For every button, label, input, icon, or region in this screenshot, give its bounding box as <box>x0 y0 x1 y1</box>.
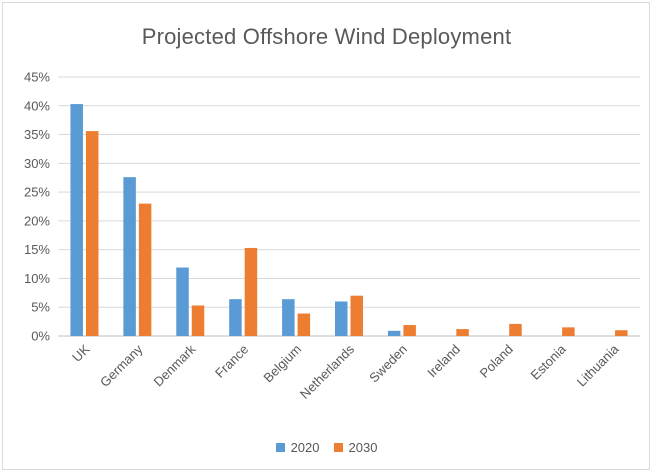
bar-2020-uk <box>70 104 83 336</box>
legend-item-2020: 2020 <box>275 440 320 455</box>
bar-2020-belgium <box>282 299 295 336</box>
legend-swatch-2020 <box>275 443 285 452</box>
y-tick-label: 15% <box>24 242 50 257</box>
x-tick-label: Netherlands <box>297 341 358 402</box>
bar-2030-lithuania <box>615 330 628 336</box>
x-tick-label: Estonia <box>527 341 569 383</box>
x-tick-label: Lithuania <box>574 341 622 389</box>
x-tick-label: UK <box>69 341 93 365</box>
bar-2030-netherlands <box>350 295 363 336</box>
y-tick-label: 20% <box>24 213 50 228</box>
y-tick-label: 10% <box>24 271 50 286</box>
legend-item-2030: 2030 <box>333 440 378 455</box>
y-tick-label: 0% <box>31 329 50 344</box>
bar-2030-estonia <box>562 327 575 336</box>
y-tick-label: 5% <box>31 300 50 315</box>
legend-label-2020: 2020 <box>290 440 320 455</box>
bar-2020-denmark <box>176 267 189 336</box>
y-tick-label: 35% <box>24 127 50 142</box>
bar-2030-germany <box>138 203 152 336</box>
bar-2030-sweden <box>403 325 416 336</box>
y-tick-label: 25% <box>24 185 50 200</box>
y-tick-label: 45% <box>24 70 50 85</box>
x-tick-label: Belgium <box>260 342 304 386</box>
bar-2020-france <box>229 299 242 336</box>
y-tick-label: 40% <box>24 98 50 113</box>
bar-2030-belgium <box>297 313 311 336</box>
bar-2020-netherlands <box>335 301 348 336</box>
bar-2030-poland <box>509 323 522 336</box>
legend-label-2030: 2030 <box>348 440 378 455</box>
x-tick-label: Poland <box>477 342 516 381</box>
bar-2020-sweden <box>387 330 401 336</box>
bar-2030-denmark <box>191 305 205 336</box>
chart-title: Projected Offshore Wind Deployment <box>141 24 512 49</box>
x-tick-label: Denmark <box>150 341 198 389</box>
bar-2030-france <box>244 247 258 336</box>
x-tick-label: Germany <box>97 341 146 390</box>
x-tick-label: France <box>212 342 251 381</box>
y-tick-label: 30% <box>24 156 50 171</box>
x-tick-label: Sweden <box>366 342 410 386</box>
bar-2030-ireland <box>456 329 469 336</box>
legend-swatch-2030 <box>333 443 343 452</box>
legend: 2020 2030 <box>0 440 653 455</box>
bar-2020-germany <box>123 177 136 336</box>
bar-2030-uk <box>85 131 99 336</box>
x-tick-label: Ireland <box>424 342 463 381</box>
